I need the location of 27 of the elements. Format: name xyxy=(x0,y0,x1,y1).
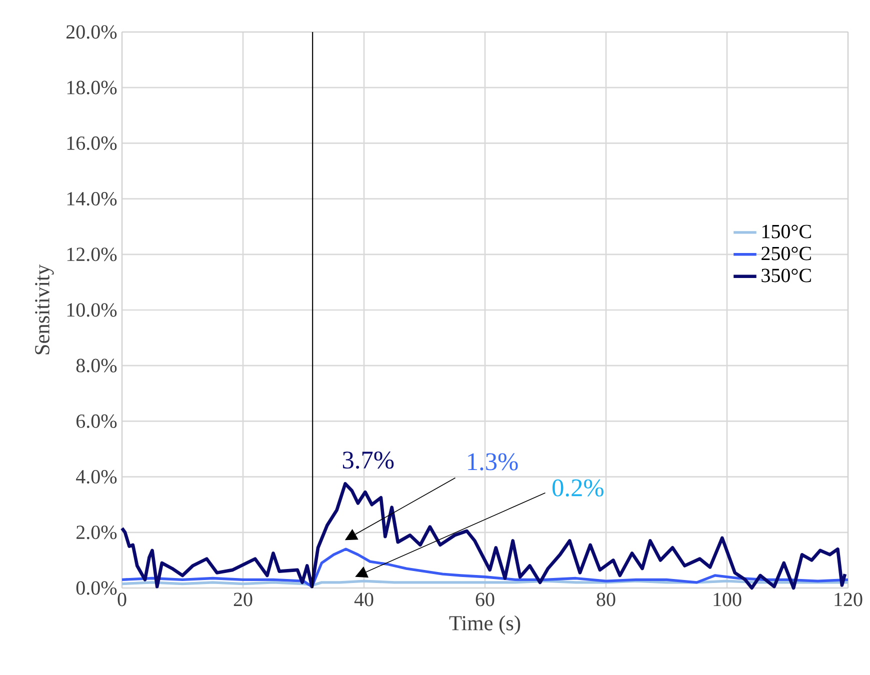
x-tick-label: 100 xyxy=(714,592,742,606)
y-tick-label: 8.0% xyxy=(76,358,117,372)
x-tick-label: 0 xyxy=(118,592,126,606)
annotation: 1.3% xyxy=(468,453,518,470)
line-series xyxy=(120,548,850,588)
legend-label: 150°C xyxy=(762,224,811,238)
x-tick-label: 120 xyxy=(834,592,862,606)
y-tick-label: 18.0% xyxy=(67,80,117,94)
annotation: 0.2% xyxy=(552,479,604,497)
legend-label: 250°C xyxy=(762,246,811,260)
y-tick-label: 12.0% xyxy=(67,248,117,262)
y-tick-label: 20.0% xyxy=(66,25,117,39)
y-tick-label: 0.0% xyxy=(76,581,117,595)
x-axis-title: Time (s) xyxy=(449,615,520,635)
y-axis-title: Sensitivity xyxy=(35,264,54,354)
y-tick-label: 2.0% xyxy=(76,526,117,540)
x-tick-label: 40 xyxy=(354,592,374,606)
y-tick-label: 4.0% xyxy=(76,470,117,484)
legend-label: 350°C xyxy=(762,268,811,282)
y-tick-label: 14.0% xyxy=(67,192,117,206)
x-tick-label: 80 xyxy=(596,592,616,606)
x-tick-label: 60 xyxy=(476,592,494,606)
y-tick-label: 6.0% xyxy=(76,414,117,428)
annotation: 3.7% xyxy=(342,452,394,469)
x-tick-label: 20 xyxy=(234,592,252,606)
y-tick-label: 10.0% xyxy=(67,303,117,317)
y-tick-label: 16.0% xyxy=(67,136,117,150)
